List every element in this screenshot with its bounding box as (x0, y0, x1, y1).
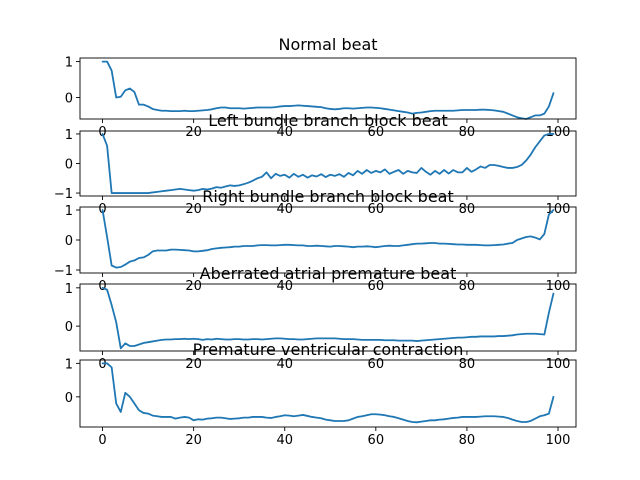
x-tick-label: 0 (98, 433, 106, 448)
subplot-normal-beat: 0 20 40 60 80 100 0 1 Normal beat (65, 35, 577, 140)
x-tick-label: 60 (368, 433, 385, 448)
subplot-title: Left bundle branch block beat (208, 111, 447, 130)
y-tick-label: 1 (65, 128, 73, 143)
x-tick-label: 20 (185, 202, 202, 217)
y-tick-label: 0 (65, 234, 73, 249)
y-tick-label: 1 (65, 204, 73, 219)
series-line (101, 362, 555, 424)
x-tick-label: 40 (276, 125, 293, 140)
x-tick-label: 80 (459, 357, 476, 372)
x-tick-label: 100 (546, 125, 571, 140)
axes-frame (79, 283, 577, 352)
x-tick-label: 80 (459, 279, 476, 294)
y-tick-label: 1 (65, 56, 73, 71)
axes-frame (79, 206, 577, 274)
x-tick-label: 60 (368, 279, 385, 294)
x-tick-label: 0 (98, 125, 106, 140)
x-tick-label: 60 (368, 202, 385, 217)
axes-frame (79, 130, 577, 197)
series-line (101, 286, 555, 350)
y-tick-label: 1 (65, 282, 73, 297)
subplot-left-bundle-branch-block-beat: 0 20 40 60 80 100 −1 0 1 Left bundle branch block… (54, 111, 577, 217)
x-tick-label: 100 (546, 202, 571, 217)
subplot-title: Aberrated atrial premature beat (200, 264, 457, 283)
x-tick-label: 0 (98, 357, 106, 372)
x-tick-label: 20 (185, 125, 202, 140)
x-tick-label: 40 (276, 279, 293, 294)
y-tick-label: −1 (54, 187, 73, 202)
x-tick-label: 80 (459, 125, 476, 140)
x-tick-label: 100 (546, 433, 571, 448)
y-tick-label: 0 (65, 391, 73, 406)
y-tick-label: 0 (65, 320, 73, 335)
y-tick-label: 1 (65, 357, 73, 372)
subplot-aberrated-atrial-premature-beat: 0 20 40 60 80 100 0 1 Aberrated atrial premature… (65, 264, 577, 372)
subplot-title: Normal beat (278, 35, 377, 54)
x-tick-label: 80 (459, 202, 476, 217)
x-tick-label: 40 (276, 202, 293, 217)
x-tick-label: 40 (276, 433, 293, 448)
x-tick-label: 20 (185, 433, 202, 448)
series-line (101, 60, 555, 120)
x-tick-label: 80 (459, 433, 476, 448)
x-tick-label: 40 (276, 357, 293, 372)
series-line (101, 133, 555, 194)
axes-frame (79, 57, 577, 120)
x-tick-label: 60 (368, 125, 385, 140)
x-tick-label: 20 (185, 279, 202, 294)
axes-frame (79, 359, 577, 428)
x-tick-label: 60 (368, 357, 385, 372)
x-tick-label: 100 (546, 279, 571, 294)
subplot-title: Premature ventricular contraction (193, 340, 464, 359)
subplot-right-bundle-branch-block-beat: 0 20 40 60 80 100 −1 0 1 Right bundle branch bloc… (54, 187, 577, 294)
y-tick-label: 0 (65, 91, 73, 106)
subplot-premature-ventricular-contraction: 0 20 40 60 80 100 0 1 Premature ventricular cont… (65, 340, 577, 448)
x-tick-label: 0 (98, 279, 106, 294)
x-tick-label: 20 (185, 357, 202, 372)
y-tick-label: 0 (65, 158, 73, 173)
y-tick-label: −1 (54, 264, 73, 279)
x-tick-label: 100 (546, 357, 571, 372)
subplot-title: Right bundle branch block beat (202, 187, 454, 206)
series-line (101, 209, 555, 269)
